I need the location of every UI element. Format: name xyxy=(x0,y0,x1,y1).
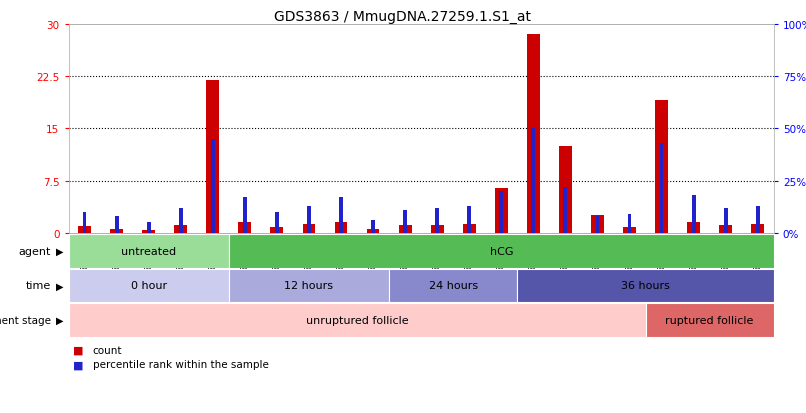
Bar xyxy=(756,206,760,233)
Text: GDS3863 / MmugDNA.27259.1.S1_at: GDS3863 / MmugDNA.27259.1.S1_at xyxy=(275,10,531,24)
Text: ▶: ▶ xyxy=(56,246,63,256)
Text: ▶: ▶ xyxy=(56,281,63,291)
Bar xyxy=(83,212,86,233)
Bar xyxy=(724,208,728,233)
Bar xyxy=(751,224,764,233)
Bar xyxy=(646,304,774,337)
Text: ■: ■ xyxy=(73,345,83,355)
Text: 0 hour: 0 hour xyxy=(131,281,167,291)
Bar xyxy=(527,35,540,233)
Bar xyxy=(591,216,604,233)
Text: untreated: untreated xyxy=(121,246,177,256)
Bar xyxy=(271,228,283,233)
Bar xyxy=(688,223,700,233)
Bar xyxy=(371,221,375,233)
Bar xyxy=(430,225,443,233)
Bar xyxy=(559,147,571,233)
Text: 12 hours: 12 hours xyxy=(285,281,334,291)
Bar xyxy=(435,208,439,233)
Text: count: count xyxy=(93,345,123,355)
Bar xyxy=(110,229,123,233)
Bar xyxy=(517,269,774,303)
Bar xyxy=(174,225,187,233)
Bar xyxy=(596,217,600,233)
Text: 36 hours: 36 hours xyxy=(621,281,670,291)
Bar xyxy=(659,144,663,233)
Bar xyxy=(467,206,472,233)
Bar xyxy=(78,226,91,233)
Text: percentile rank within the sample: percentile rank within the sample xyxy=(93,359,268,369)
Bar xyxy=(206,81,219,233)
Bar xyxy=(69,234,229,268)
Bar xyxy=(229,234,774,268)
Text: development stage: development stage xyxy=(0,316,51,325)
Bar xyxy=(403,210,407,233)
Bar xyxy=(114,217,118,233)
Bar xyxy=(719,225,732,233)
Text: 24 hours: 24 hours xyxy=(429,281,478,291)
Bar xyxy=(623,227,636,233)
Bar xyxy=(243,198,247,233)
Bar xyxy=(655,101,668,233)
Bar xyxy=(495,188,508,233)
Bar xyxy=(628,215,631,233)
Bar xyxy=(307,206,311,233)
Text: time: time xyxy=(26,281,51,291)
Text: agent: agent xyxy=(19,246,51,256)
Bar xyxy=(239,223,251,233)
Bar xyxy=(147,223,151,233)
Bar xyxy=(69,304,646,337)
Bar xyxy=(179,208,183,233)
Bar xyxy=(339,198,343,233)
Bar xyxy=(692,196,696,233)
Text: ■: ■ xyxy=(73,359,83,369)
Bar xyxy=(500,192,503,233)
Text: ruptured follicle: ruptured follicle xyxy=(666,316,754,325)
Bar xyxy=(302,224,315,233)
Bar xyxy=(69,269,229,303)
Bar xyxy=(563,188,567,233)
Text: unruptured follicle: unruptured follicle xyxy=(305,316,409,325)
Bar xyxy=(211,140,214,233)
Bar xyxy=(389,269,517,303)
Bar xyxy=(142,230,155,233)
Bar xyxy=(275,212,279,233)
Text: hCG: hCG xyxy=(489,246,513,256)
Text: ▶: ▶ xyxy=(56,316,63,325)
Bar xyxy=(399,225,412,233)
Bar xyxy=(531,129,535,233)
Bar xyxy=(367,229,380,233)
Bar xyxy=(463,224,476,233)
Bar xyxy=(334,223,347,233)
Bar xyxy=(229,269,389,303)
